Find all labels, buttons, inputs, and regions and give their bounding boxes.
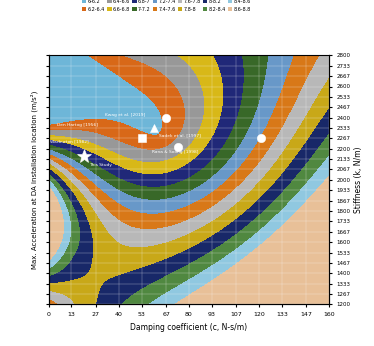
Legend: 6-6.2, 6.2-6.4, 6.4-6.6, 6.6-6.8, 6.8-7, 7-7.2, 7.2-7.4, 7.4-7.6, 7.6-7.8, 7.8-8: 6-6.2, 6.2-6.4, 6.4-6.6, 6.6-6.8, 6.8-7,… [82, 0, 251, 12]
Y-axis label: Stiffness (k, N/m): Stiffness (k, N/m) [353, 147, 362, 213]
Text: Rana & Soong [1998]: Rana & Soong [1998] [152, 149, 199, 154]
Y-axis label: Max. Acceleration at DA installation location (m/s²): Max. Acceleration at DA installation loc… [31, 91, 38, 269]
Text: Den Hartog [1956]: Den Hartog [1956] [57, 123, 98, 127]
Text: Warburton [1982]: Warburton [1982] [50, 139, 89, 144]
Text: This Study: This Study [89, 163, 112, 167]
Text: Kwag et al. [2019]: Kwag et al. [2019] [105, 112, 145, 117]
X-axis label: Damping coefficient (c, N-s/m): Damping coefficient (c, N-s/m) [130, 323, 248, 332]
Text: Sadek et al. [1997]: Sadek et al. [1997] [159, 134, 201, 138]
